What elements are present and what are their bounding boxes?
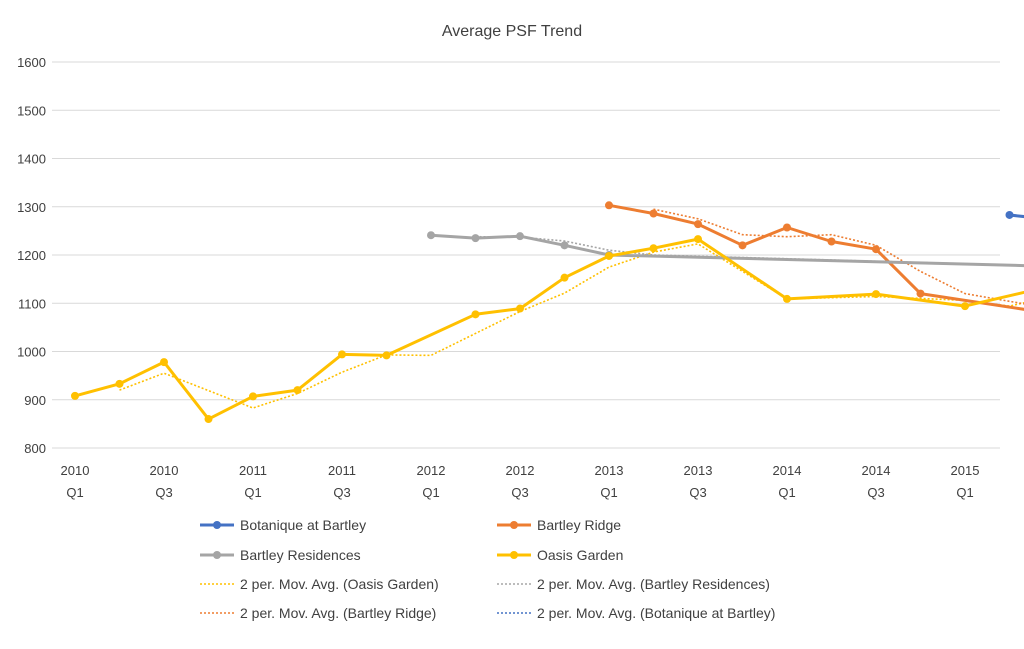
y-axis: 800 900 1000 1100 1200 1300 1400 1500 1600 <box>17 55 46 456</box>
x-tick-year: 2010 <box>61 463 90 478</box>
legend-label: 2 per. Mov. Avg. (Botanique at Bartley) <box>537 605 775 621</box>
legend-marker <box>213 551 221 559</box>
data-point-bartley-ridge <box>694 220 702 229</box>
trendline-2-per-mov-avg-bartley-ridge <box>653 208 1024 305</box>
data-point-bartley-ridge <box>783 223 791 232</box>
data-point-bartley-ridge <box>827 237 836 246</box>
legend-item-2-per-mov-avg-bartley-ridge: 2 per. Mov. Avg. (Bartley Ridge) <box>200 605 436 621</box>
x-tick-quarter: Q1 <box>956 485 973 500</box>
legend-label: Bartley Residences <box>240 547 361 563</box>
x-tick-year: 2011 <box>328 463 356 478</box>
x-tick-year: 2012 <box>417 463 446 478</box>
x-tick-quarter: Q3 <box>689 485 706 500</box>
x-tick-quarter: Q1 <box>778 485 795 500</box>
legend-item-botanique-at-bartley: Botanique at Bartley <box>200 517 366 533</box>
y-tick-label: 1600 <box>17 55 46 70</box>
data-point-oasis-garden <box>382 351 391 360</box>
legend-item-2-per-mov-avg-oasis-garden: 2 per. Mov. Avg. (Oasis Garden) <box>200 576 439 592</box>
legend-label: Bartley Ridge <box>537 517 621 533</box>
legend-label: Oasis Garden <box>537 547 623 563</box>
legend-label: 2 per. Mov. Avg. (Bartley Residences) <box>537 576 770 592</box>
series-line-oasis-garden <box>74 237 1024 421</box>
data-point-bartley-ridge <box>605 201 613 210</box>
x-tick-year: 2012 <box>506 463 535 478</box>
data-point-oasis-garden <box>783 294 791 303</box>
data-point-oasis-garden <box>160 358 168 367</box>
data-point-bartley-residences <box>560 241 569 250</box>
x-tick-quarter: Q1 <box>244 485 261 500</box>
legend: Botanique at Bartley Bartley Ridge Bartley… <box>200 517 775 621</box>
x-tick-quarter: Q3 <box>333 485 350 500</box>
x-tick-year: 2014 <box>862 463 891 478</box>
legend-marker <box>510 551 518 559</box>
legend-item-bartley-residences: Bartley Residences <box>200 547 361 563</box>
data-point-botanique-at-bartley <box>1005 210 1014 219</box>
legend-item-2-per-mov-avg-botanique-at-bartley: 2 per. Mov. Avg. (Botanique at Bartley) <box>497 605 775 621</box>
data-point-oasis-garden <box>338 350 346 359</box>
x-tick-quarter: Q3 <box>867 485 884 500</box>
x-tick-quarter: Q1 <box>66 485 83 500</box>
legend-marker <box>213 521 221 529</box>
data-point-oasis-garden <box>204 415 213 424</box>
series <box>71 201 1024 424</box>
data-point-bartley-residences <box>427 231 435 240</box>
data-point-oasis-garden <box>293 386 302 395</box>
y-tick-label: 1400 <box>17 152 46 167</box>
data-point-bartley-ridge <box>738 241 747 250</box>
data-point-bartley-ridge <box>872 245 880 254</box>
data-point-oasis-garden <box>694 235 702 244</box>
data-point-oasis-garden <box>249 392 257 401</box>
data-point-oasis-garden <box>872 290 880 299</box>
legend-item-oasis-garden: Oasis Garden <box>497 547 623 563</box>
data-point-oasis-garden <box>649 244 658 253</box>
x-tick-year: 2013 <box>595 463 624 478</box>
x-tick-year: 2014 <box>773 463 802 478</box>
legend-label: Botanique at Bartley <box>240 517 366 533</box>
grid <box>52 61 1000 449</box>
x-tick-quarter: Q1 <box>422 485 439 500</box>
data-point-oasis-garden <box>961 302 969 311</box>
series-line-bartley-residences <box>430 233 1024 268</box>
trendline-2-per-mov-avg-oasis-garden <box>119 243 1024 409</box>
legend-marker <box>510 521 518 529</box>
data-point-oasis-garden <box>71 391 79 400</box>
x-tick-year: 2011 <box>239 463 267 478</box>
data-point-bartley-ridge <box>916 289 925 298</box>
y-tick-label: 1300 <box>17 200 46 215</box>
trendline-2-per-mov-avg-bartley-residences <box>475 235 1024 267</box>
x-tick-quarter: Q1 <box>600 485 617 500</box>
x-tick-year: 2013 <box>684 463 713 478</box>
y-tick-label: 900 <box>24 393 46 408</box>
y-tick-label: 1500 <box>17 103 46 118</box>
y-tick-label: 1100 <box>18 296 46 311</box>
data-point-oasis-garden <box>471 310 480 319</box>
x-tick-quarter: Q3 <box>155 485 172 500</box>
legend-label: 2 per. Mov. Avg. (Bartley Ridge) <box>240 605 436 621</box>
y-tick-label: 1200 <box>17 248 46 263</box>
data-point-oasis-garden <box>560 273 569 282</box>
trendlines <box>119 208 1024 409</box>
data-point-bartley-residences <box>471 234 480 243</box>
data-point-oasis-garden <box>115 379 124 388</box>
chart-title: Average PSF Trend <box>442 23 582 40</box>
y-tick-label: 800 <box>24 441 46 456</box>
data-point-oasis-garden <box>605 251 613 260</box>
x-tick-year: 2010 <box>150 463 179 478</box>
x-tick-year: 2015 <box>951 463 980 478</box>
legend-item-2-per-mov-avg-bartley-residences: 2 per. Mov. Avg. (Bartley Residences) <box>497 576 770 592</box>
legend-label: 2 per. Mov. Avg. (Oasis Garden) <box>240 576 439 592</box>
legend-item-bartley-ridge: Bartley Ridge <box>497 517 621 533</box>
data-point-bartley-ridge <box>649 209 658 218</box>
data-point-bartley-residences <box>516 232 524 241</box>
x-tick-quarter: Q3 <box>511 485 528 500</box>
y-tick-label: 1000 <box>17 345 46 360</box>
series-line-bartley-ridge <box>608 203 1024 311</box>
x-axis: 2010 Q1 2010 Q3 2011 Q1 2011 Q3 2012 Q1 2012 Q3 2013… <box>61 463 980 500</box>
data-point-oasis-garden <box>516 304 524 313</box>
